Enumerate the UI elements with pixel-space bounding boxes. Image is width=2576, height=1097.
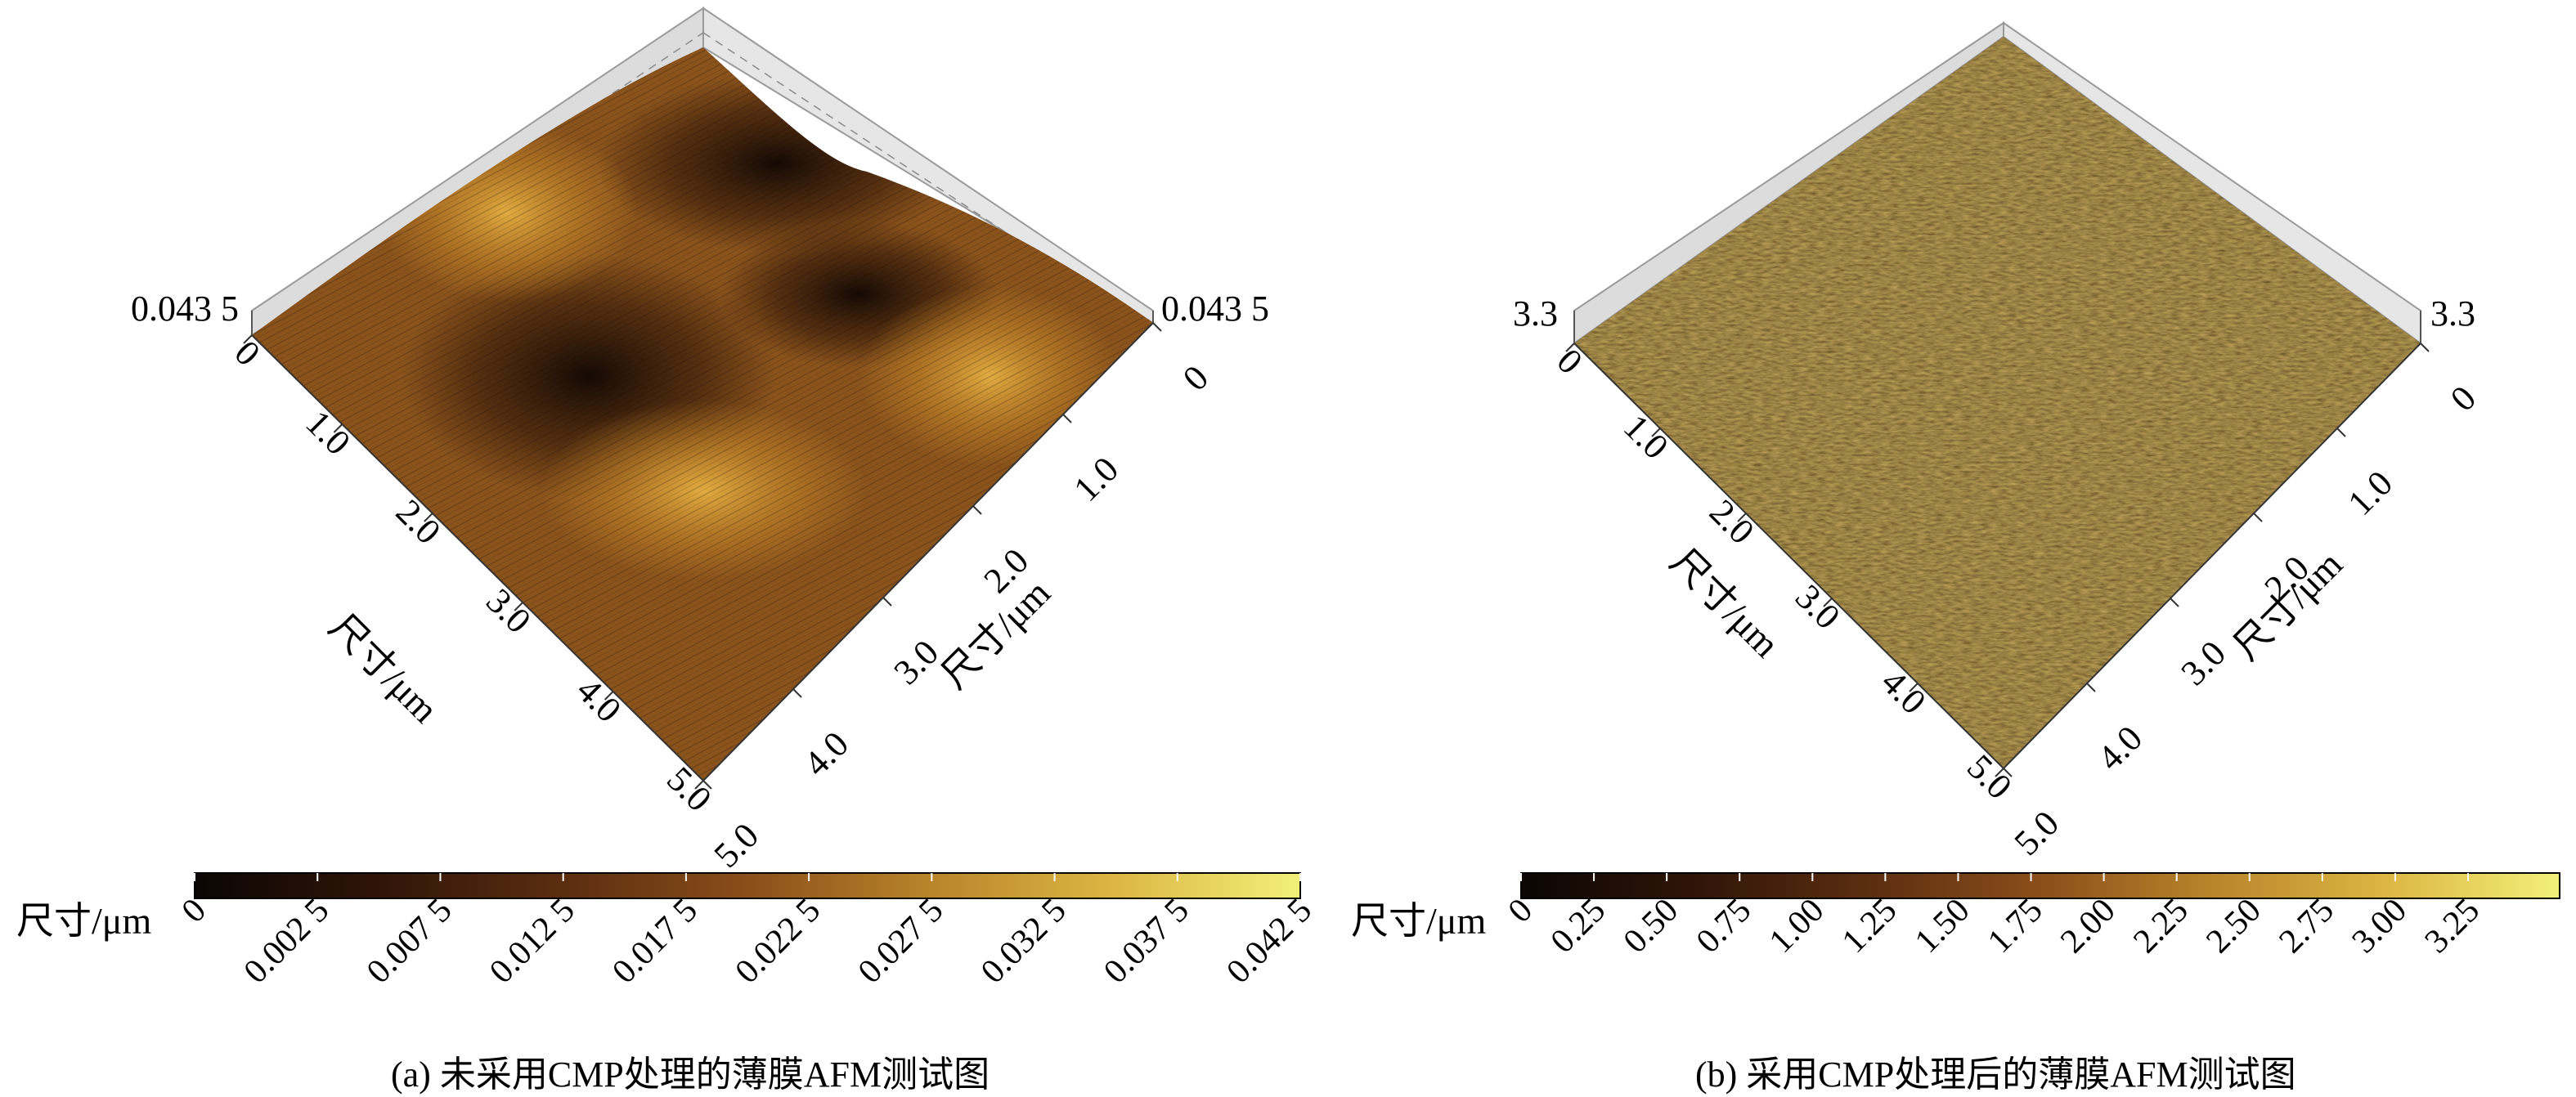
panel-b-front-left-edge	[1573, 343, 2004, 769]
panel-b-zmax-left: 3.3	[1513, 293, 1558, 334]
axis-tick-mark-right	[2086, 683, 2096, 692]
panel-a-colorbar	[194, 872, 1301, 899]
axis-tick-mark-left	[1737, 513, 1747, 522]
axis-tick-label-right: 1.0	[1066, 449, 1127, 509]
colorbar-tick-label: 0.002 5	[237, 892, 337, 992]
axis-tick-mark-left	[1995, 768, 2004, 777]
panel-a: 001.01.02.02.03.03.04.04.05.05.0 0.043 5…	[16, 7, 1319, 992]
panel-a-front-left-edge	[251, 334, 704, 781]
colorbar-tick-label: 0.027 5	[851, 892, 951, 992]
colorbar-tick-label: 1.25	[1835, 892, 1904, 960]
axis-tick-mark-left	[1909, 683, 1919, 692]
colorbar-tick-label: 0.007 5	[360, 892, 460, 992]
axis-tick-label-right: 1.0	[2340, 463, 2401, 523]
axis-tick-label-right: 0	[1175, 357, 1216, 398]
panel-a-front-right-edge	[702, 322, 1154, 781]
colorbar-tick-label: 1.50	[1908, 892, 1977, 960]
panel-b: 001.01.02.02.03.03.04.04.05.05.0 3.3 3.3…	[1351, 21, 2560, 960]
axis-tick-mark-right	[2420, 343, 2430, 352]
axis-tick-mark-left	[333, 423, 343, 433]
axis-tick-mark-right	[1152, 322, 1162, 332]
panel-b-surface	[1574, 37, 2421, 768]
panel-a-caption: (a) 未采用CMP处理的薄膜AFM测试图	[391, 1054, 990, 1095]
colorbar-tick-label: 1.00	[1762, 892, 1831, 960]
panel-b-box	[1573, 21, 2421, 345]
axis-tick-mark-right	[2003, 768, 2013, 777]
axis-tick-mark-left	[694, 780, 704, 790]
panel-a-colorbar-label: 尺寸/μm	[16, 900, 151, 942]
axis-tick-mark-right	[2170, 598, 2179, 607]
panel-a-zmax-left: 0.043 5	[131, 289, 239, 329]
axis-tick-label-right: 0	[2443, 378, 2484, 419]
axis-tick-mark-left	[1565, 343, 1575, 352]
colorbar-tick-label: 0.032 5	[974, 892, 1074, 992]
axis-tick-mark-left	[1823, 598, 1833, 607]
axis-tick-mark-left	[424, 513, 433, 522]
axis-tick-mark-right	[2336, 428, 2346, 437]
axis-tick-mark-right	[882, 597, 892, 607]
colorbar-tick-label: 0.75	[1690, 892, 1758, 960]
colorbar-tick-label: 0.022 5	[729, 892, 828, 992]
axis-tick-label-right: 4.0	[797, 723, 857, 784]
colorbar-tick-label: 0.042 5	[1219, 892, 1319, 992]
panel-b-colorbar-label: 尺寸/μm	[1351, 900, 1486, 942]
colorbar-tick-label: 0.50	[1617, 892, 1685, 960]
colorbar-tick-label: 0.012 5	[482, 892, 582, 992]
panel-a-zmax-right: 0.043 5	[1161, 289, 1269, 329]
panel-b-zmax-right: 3.3	[2430, 293, 2475, 334]
colorbar-tick-label: 0.037 5	[1097, 892, 1196, 992]
axis-tick-mark-right	[792, 688, 802, 698]
panel-b-caption: (b) 采用CMP处理后的薄膜AFM测试图	[1695, 1054, 2296, 1095]
colorbar-tick-label: 0.25	[1544, 892, 1613, 960]
panel-a-axis-label-left: 尺寸/μm	[321, 606, 447, 731]
axis-tick-mark-right	[1062, 414, 1072, 423]
axis-tick-label-right: 3.0	[2174, 633, 2234, 693]
panel-b-axis-label-left: 尺寸/μm	[1663, 540, 1788, 665]
axis-tick-mark-left	[514, 602, 523, 611]
panel-b-colorbar	[1520, 872, 2560, 899]
panel-b-front-right-edge	[2003, 343, 2421, 769]
axis-tick-label-right: 5.0	[707, 815, 767, 875]
axis-tick-mark-left	[243, 334, 253, 344]
colorbar-tick-label: 2.50	[2199, 892, 2268, 960]
colorbar-tick-label: 2.25	[2126, 892, 2195, 960]
axis-tick-mark-left	[1651, 428, 1661, 437]
axis-tick-mark-right	[972, 505, 982, 515]
colorbar-tick-label: 3.25	[2418, 892, 2487, 960]
axis-tick-mark-left	[604, 691, 614, 701]
colorbar-tick-label: 3.00	[2345, 892, 2413, 960]
axis-tick-mark-right	[2253, 513, 2263, 522]
axis-tick-label-right: 5.0	[2007, 803, 2067, 863]
colorbar-tick-label: 0.017 5	[605, 892, 705, 992]
colorbar-tick-label: 2.00	[2053, 892, 2122, 960]
axis-tick-mark-right	[702, 780, 712, 790]
colorbar-tick-label: 1.75	[1981, 892, 2049, 960]
colorbar-tick-label: 2.75	[2272, 892, 2340, 960]
axis-tick-label-right: 4.0	[2090, 718, 2151, 778]
